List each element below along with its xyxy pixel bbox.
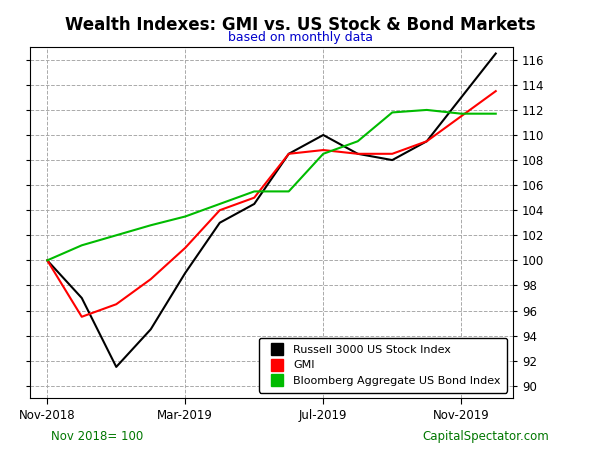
Text: based on monthly data: based on monthly data <box>227 32 373 45</box>
Text: Wealth Indexes: GMI vs. US Stock & Bond Markets: Wealth Indexes: GMI vs. US Stock & Bond … <box>65 16 535 34</box>
Legend: Russell 3000 US Stock Index, GMI, Bloomberg Aggregate US Bond Index: Russell 3000 US Stock Index, GMI, Bloomb… <box>259 338 508 393</box>
Text: Nov 2018= 100: Nov 2018= 100 <box>51 430 143 443</box>
Text: CapitalSpectator.com: CapitalSpectator.com <box>422 430 549 443</box>
